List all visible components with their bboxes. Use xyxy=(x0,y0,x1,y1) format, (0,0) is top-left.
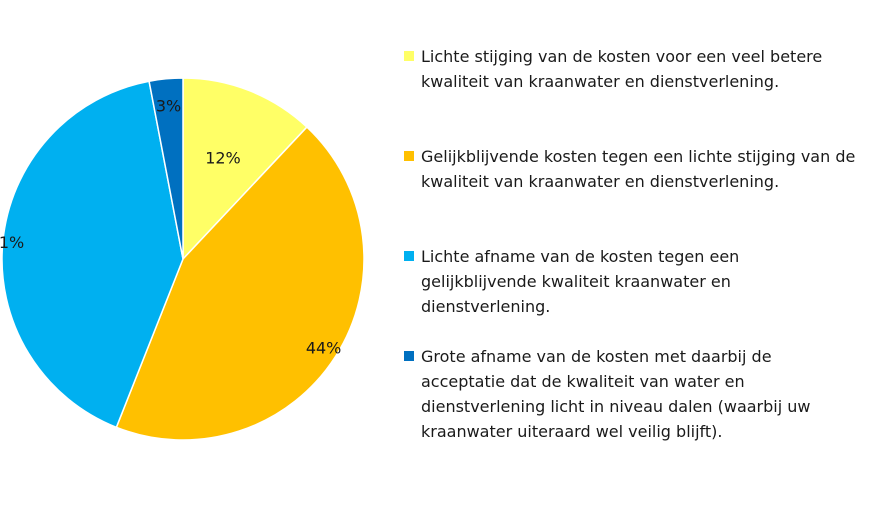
legend-item-1: Lichte stijging van de kosten voor een v… xyxy=(404,44,859,94)
pie-chart: 12% 44% 41% 3% xyxy=(0,77,365,441)
legend-label-1: Lichte stijging van de kosten voor een v… xyxy=(421,47,823,91)
legend-label-4: Grote afname van de kosten met daarbij d… xyxy=(421,347,811,441)
pie-slices xyxy=(1,77,365,441)
pie-data-label-3: 41% xyxy=(0,233,24,252)
legend-swatch-2 xyxy=(404,151,414,161)
legend-item-3: Lichte afname van de kosten tegen een ge… xyxy=(404,244,859,319)
legend-label-3: Lichte afname van de kosten tegen een ge… xyxy=(421,247,740,316)
pie-slice-3 xyxy=(1,80,184,429)
legend-item-4: Grote afname van de kosten met daarbij d… xyxy=(404,344,859,444)
pie-data-label-4: 3% xyxy=(156,96,181,115)
pie-data-label-2: 44% xyxy=(306,339,342,358)
legend-swatch-4 xyxy=(404,351,414,361)
pie-slice-1 xyxy=(182,77,308,261)
pie-slice-4 xyxy=(148,77,184,260)
legend-swatch-1 xyxy=(404,51,414,61)
legend-swatch-3 xyxy=(404,251,414,261)
pie-data-label-1: 12% xyxy=(205,149,241,168)
pie-slice-2 xyxy=(115,125,365,441)
legend-label-2: Gelijkblijvende kosten tegen een lichte … xyxy=(421,147,856,191)
legend-item-2: Gelijkblijvende kosten tegen een lichte … xyxy=(404,144,859,194)
pie-data-labels: 12% 44% 41% 3% xyxy=(0,96,341,357)
